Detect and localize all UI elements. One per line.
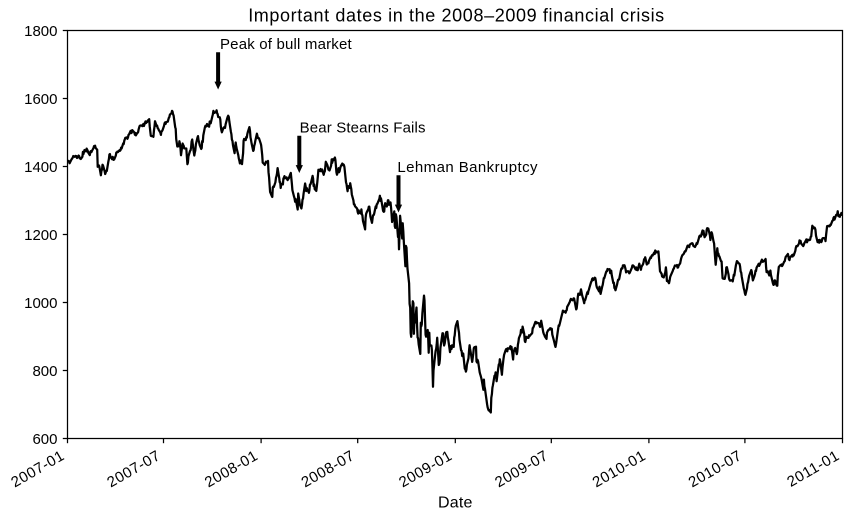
svg-text:Date: Date: [438, 494, 473, 511]
svg-text:Bear Stearns Fails: Bear Stearns Fails: [300, 120, 426, 137]
svg-text:800: 800: [32, 363, 57, 380]
svg-text:1000: 1000: [24, 295, 57, 312]
svg-text:600: 600: [32, 431, 57, 448]
svg-text:1800: 1800: [24, 23, 57, 40]
svg-text:1400: 1400: [24, 159, 57, 176]
svg-text:Peak of bull market: Peak of bull market: [220, 36, 352, 53]
svg-text:1600: 1600: [24, 91, 57, 108]
svg-text:Important dates in the 2008–20: Important dates in the 2008–2009 financi…: [248, 5, 665, 25]
svg-text:Lehman Bankruptcy: Lehman Bankruptcy: [397, 159, 538, 176]
svg-text:1200: 1200: [24, 227, 57, 244]
